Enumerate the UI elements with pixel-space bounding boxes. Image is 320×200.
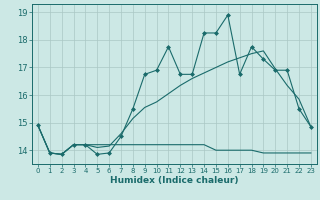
X-axis label: Humidex (Indice chaleur): Humidex (Indice chaleur) <box>110 176 239 185</box>
